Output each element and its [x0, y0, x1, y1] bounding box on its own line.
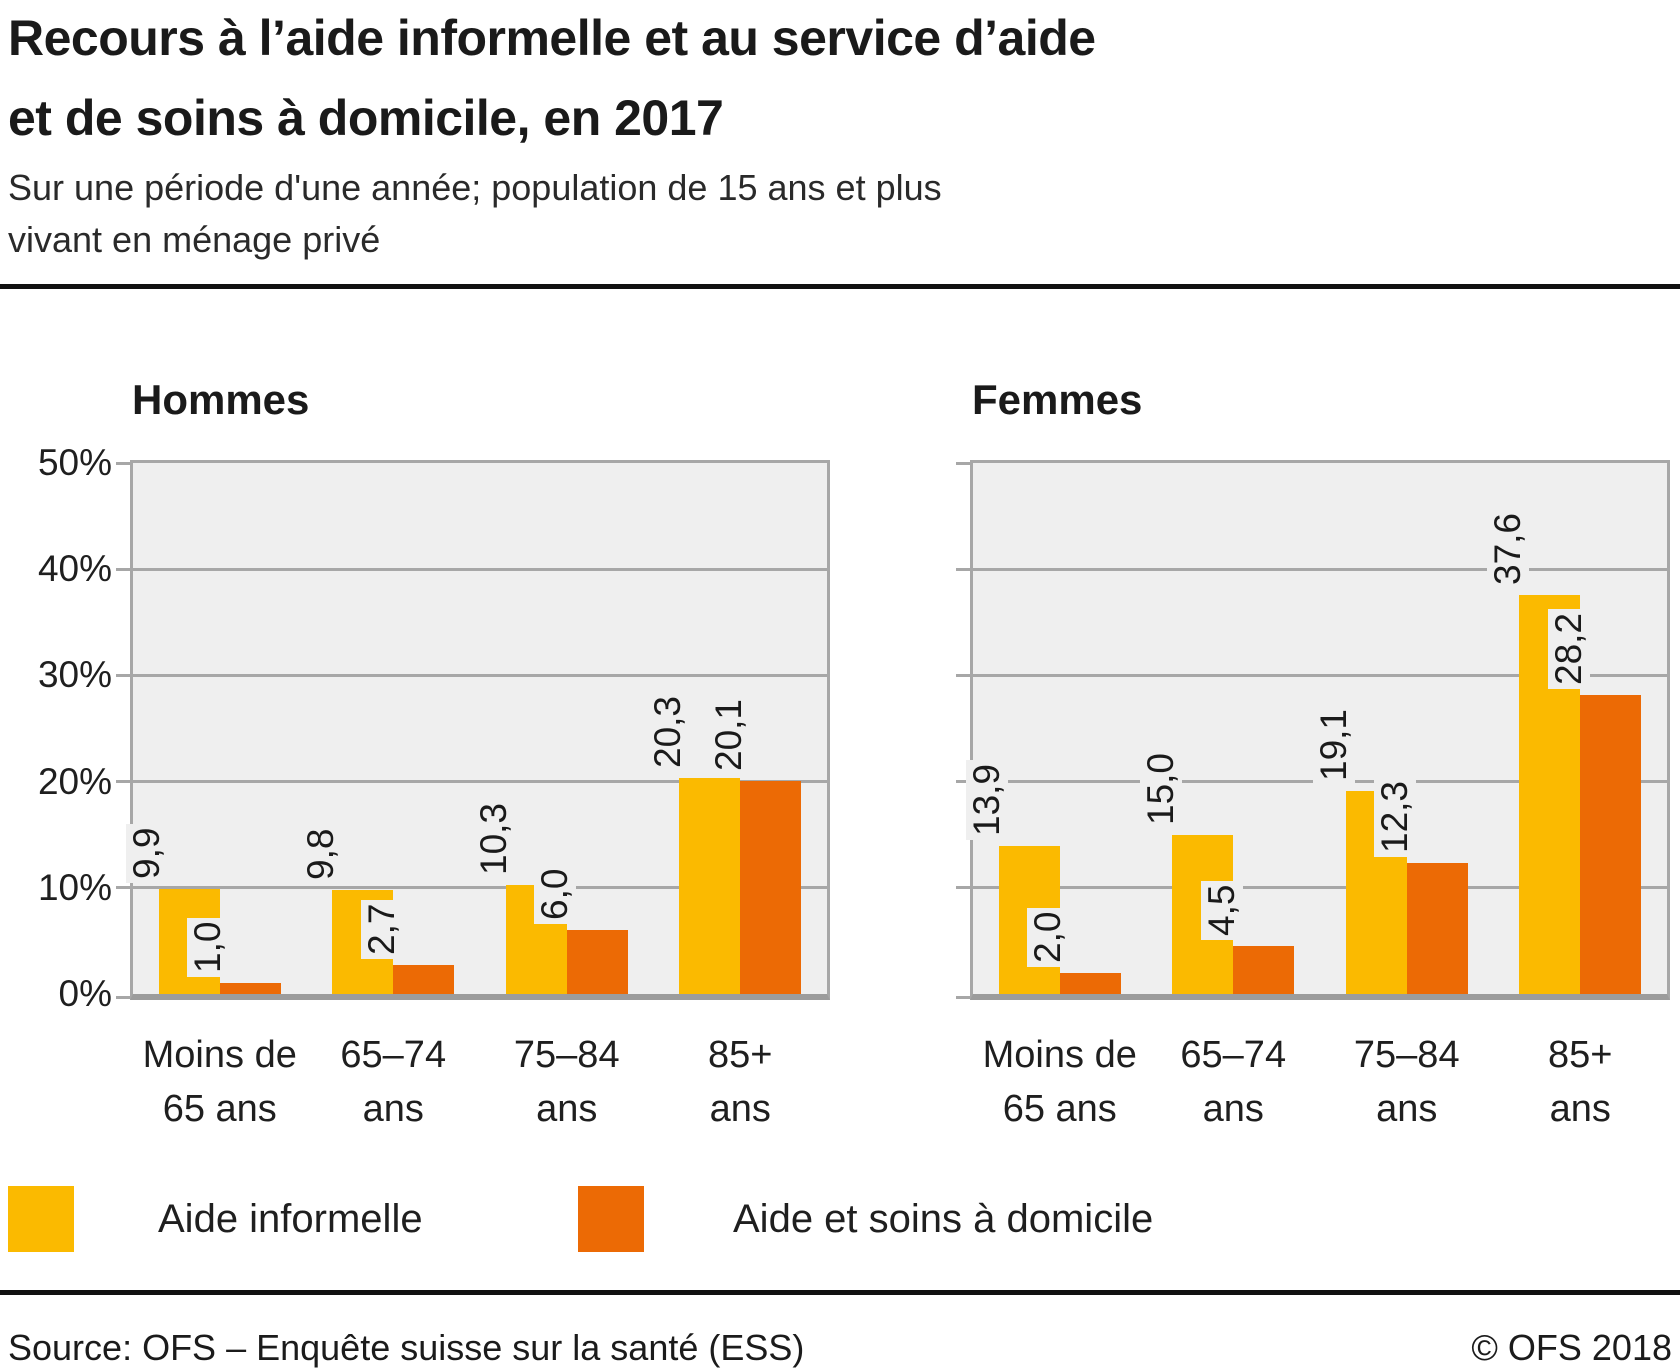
y-axis-tick	[956, 461, 970, 465]
bar-value-label: 10,3	[473, 798, 516, 879]
bar-value-label: 13,9	[966, 760, 1009, 841]
x-axis-label: 65–74 ans	[340, 1034, 447, 1130]
legend-label-aide-informelle: Aide informelle	[158, 1197, 423, 1241]
legend-label-aide-soins-domicile: Aide et soins à domicile	[733, 1197, 1154, 1241]
y-axis-tick	[116, 886, 130, 890]
y-axis-tick	[116, 567, 130, 571]
bar-value-label: 4,5	[1200, 880, 1243, 941]
y-axis-tick-label: 0%	[58, 973, 112, 1014]
y-axis-tick	[116, 780, 130, 784]
gridline-40pct	[133, 567, 827, 571]
y-axis-tick-label: 30%	[37, 654, 112, 695]
chart-subtitle-line-2: vivant en ménage privé	[8, 219, 381, 260]
bottom-divider	[0, 1290, 1680, 1295]
gridline-40pct	[973, 567, 1667, 571]
y-axis-tick-label: 40%	[37, 548, 112, 589]
plot-area-hommes: 9,9 9,8 10,3 20,3 1,0 2,7 6,0 20,1	[116, 460, 830, 1000]
x-axis-label: 75–84 ans	[513, 1034, 620, 1130]
bar-value-label: 19,1	[1313, 705, 1356, 786]
bar-femmes-domicile-3	[1580, 694, 1642, 994]
bar-value-label: 2,7	[360, 899, 403, 960]
chart-title-line-2: et de soins à domicile, en 2017	[8, 90, 724, 146]
y-axis-tick	[956, 995, 970, 999]
y-axis-tick	[116, 995, 130, 999]
plot-area-femmes: 13,9 15,0 19,1 37,6 2,0 4,5 12,3 28,2	[956, 460, 1670, 1000]
gridline-30pct	[973, 673, 1667, 677]
chart-subtitle-line-1: Sur une période d'une année; population …	[8, 167, 942, 208]
y-axis-tick-label: 20%	[37, 761, 112, 802]
y-axis-tick	[116, 673, 130, 677]
bar-value-label: 37,6	[1486, 508, 1529, 589]
gridline-10pct	[973, 886, 1667, 890]
y-axis-tick	[956, 673, 970, 677]
bar-value-label: 2,0	[1027, 907, 1070, 967]
x-axis-label: 65–74 ans	[1180, 1034, 1287, 1130]
source-note: Source: OFS – Enquête suisse sur la sant…	[8, 1327, 805, 1368]
bar-hommes-domicile-2	[566, 930, 628, 994]
x-axis-label: 85+ ans	[1548, 1034, 1613, 1130]
bar-hommes-domicile-1	[393, 965, 455, 994]
legend-swatch-aide-soins-domicile	[578, 1186, 644, 1252]
bar-femmes-domicile-2	[1406, 863, 1468, 994]
legend-swatch-aide-informelle	[8, 1186, 74, 1252]
bar-value-label: 1,0	[187, 917, 230, 978]
bar-value-label: 20,1	[707, 694, 750, 775]
x-axis-label: 85+ ans	[708, 1034, 773, 1130]
y-axis-tick	[956, 886, 970, 890]
copyright-note: © OFS 2018	[1471, 1327, 1672, 1368]
bar-value-label: 6,0	[534, 864, 577, 925]
y-axis-tick	[956, 567, 970, 571]
bar-value-label: 15,0	[1139, 748, 1182, 829]
y-axis-tick	[956, 780, 970, 784]
bar-value-label: 9,9	[126, 823, 169, 883]
x-axis-label: 75–84 ans	[1353, 1034, 1460, 1130]
x-axis-label: Moins de 65 ans	[142, 1034, 297, 1130]
bar-femmes-domicile-0	[1059, 972, 1121, 994]
bar-hommes-domicile-0	[219, 983, 281, 994]
gridline-30pct	[133, 673, 827, 677]
bar-value-label: 9,8	[299, 824, 342, 884]
bar-hommes-domicile-3	[740, 780, 802, 994]
panel-title-femmes: Femmes	[972, 376, 1143, 423]
bar-value-label: 12,3	[1374, 777, 1417, 858]
gridline-20pct	[133, 780, 827, 784]
x-axis-label: Moins de 65 ans	[982, 1034, 1137, 1130]
panel-title-hommes: Hommes	[132, 376, 310, 423]
top-divider	[0, 284, 1680, 289]
bar-hommes-informelle-3	[679, 778, 741, 994]
y-axis-tick-label: 10%	[37, 867, 112, 908]
gridline-10pct	[133, 886, 827, 890]
bar-value-label: 28,2	[1547, 608, 1590, 689]
y-axis-tick	[116, 461, 130, 465]
chart-title-line-1: Recours à l’aide informelle et au servic…	[8, 10, 1096, 66]
bar-femmes-domicile-1	[1233, 946, 1295, 994]
bar-value-label: 20,3	[646, 692, 689, 773]
y-axis-tick-label: 50%	[37, 442, 112, 483]
